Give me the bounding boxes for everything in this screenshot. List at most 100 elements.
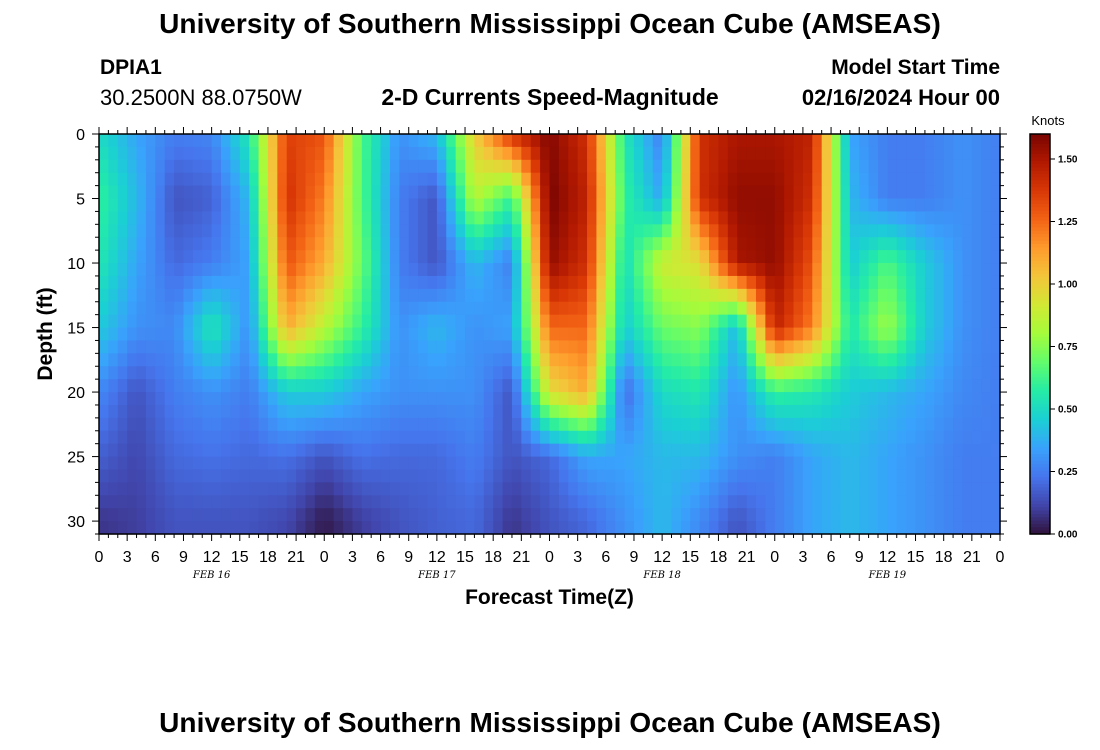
heatmap-cell — [230, 508, 241, 522]
heatmap-cell — [296, 185, 307, 200]
heatmap-cell — [164, 159, 175, 174]
heatmap-cell — [990, 340, 1001, 354]
heatmap-cell — [793, 508, 804, 522]
heatmap-cell — [296, 353, 307, 367]
heatmap-cell — [427, 495, 438, 509]
heatmap-cell — [821, 521, 832, 535]
heatmap-cell — [493, 327, 504, 342]
heatmap-cell — [305, 146, 316, 161]
heatmap-cell — [502, 224, 513, 238]
heatmap-cell — [202, 198, 213, 213]
heatmap-cell — [746, 430, 757, 445]
heatmap-cell — [587, 237, 598, 251]
heatmap-cell — [596, 469, 607, 483]
heatmap-cell — [145, 314, 156, 329]
heatmap-cell — [530, 301, 541, 316]
heatmap-cell — [221, 482, 231, 496]
heatmap-cell — [446, 146, 457, 161]
heatmap-cell — [192, 237, 203, 251]
heatmap-cell — [314, 366, 325, 380]
heatmap-cell — [934, 146, 945, 161]
heatmap-cell — [211, 521, 222, 535]
heatmap-cell — [127, 198, 138, 213]
heatmap-cell — [343, 392, 354, 406]
heatmap-cell — [690, 301, 701, 316]
heatmap-cell — [831, 404, 842, 419]
heatmap-cell — [774, 159, 785, 174]
heatmap-cell — [690, 417, 701, 432]
heatmap-cell — [774, 263, 785, 277]
heatmap-cell — [136, 263, 147, 277]
heatmap-cell — [662, 430, 673, 445]
heatmap-cell — [671, 224, 682, 238]
heatmap-cell — [615, 185, 626, 200]
heatmap-cell — [380, 353, 391, 367]
heatmap-cell — [136, 404, 147, 419]
colorbar-swatch — [1030, 287, 1050, 292]
heatmap-cell — [746, 237, 757, 251]
heatmap-cell — [483, 392, 494, 406]
heatmap-cell — [577, 185, 588, 200]
heatmap-cell — [314, 275, 325, 290]
heatmap-cell — [962, 146, 973, 161]
heatmap-cell — [727, 482, 738, 496]
heatmap-cell — [540, 353, 551, 367]
heatmap-cell — [258, 211, 269, 225]
heatmap-cell — [192, 495, 203, 509]
heatmap-cell — [934, 224, 945, 238]
heatmap-cell — [343, 172, 354, 187]
heatmap-cell — [915, 301, 926, 316]
heatmap-cell — [380, 237, 391, 251]
heatmap-cell — [821, 469, 832, 483]
heatmap-cell — [455, 159, 466, 174]
heatmap-cell — [174, 417, 185, 432]
heatmap-cell — [465, 263, 476, 277]
heatmap-cell — [380, 250, 391, 264]
heatmap-cell — [155, 172, 166, 187]
heatmap-cell — [465, 159, 476, 174]
colorbar-swatch — [1030, 407, 1050, 412]
heatmap-cell — [540, 224, 551, 238]
heatmap-cell — [774, 327, 785, 342]
heatmap-cell — [934, 159, 945, 174]
heatmap-cell — [915, 275, 926, 290]
heatmap-cell — [680, 456, 691, 471]
heatmap-cell — [418, 456, 429, 471]
heatmap-cell — [493, 146, 504, 161]
heatmap-cell — [408, 404, 419, 419]
heatmap-cell — [737, 456, 748, 471]
heatmap-cell — [755, 366, 766, 380]
heatmap-cell — [831, 469, 842, 483]
heatmap-cell — [859, 327, 870, 342]
heatmap-cell — [436, 211, 447, 225]
heatmap-cell — [746, 495, 757, 509]
heatmap-cell — [915, 430, 926, 445]
heatmap-cell — [680, 185, 691, 200]
heatmap-cell — [934, 185, 945, 200]
heatmap-cell — [192, 250, 203, 264]
heatmap-cell — [671, 443, 682, 458]
heatmap-cell — [924, 495, 935, 509]
heatmap-cell — [296, 508, 307, 522]
heatmap-cell — [849, 237, 860, 251]
heatmap-cell — [558, 379, 569, 393]
heatmap-cell — [314, 263, 325, 277]
heatmap-cell — [221, 224, 231, 238]
heatmap-cell — [99, 198, 109, 213]
heatmap-cell — [765, 275, 776, 290]
heatmap-cell — [877, 134, 888, 148]
heatmap-cell — [981, 224, 992, 238]
heatmap-cell — [136, 327, 147, 342]
heatmap-cell — [221, 443, 231, 458]
heatmap-cell — [906, 159, 917, 174]
heatmap-cell — [371, 521, 382, 535]
heatmap-cell — [361, 211, 372, 225]
colorbar-swatch — [1030, 504, 1050, 508]
heatmap-cell — [906, 224, 917, 238]
heatmap-cell — [746, 159, 757, 174]
heatmap-cell — [446, 392, 457, 406]
heatmap-cell — [962, 314, 973, 329]
heatmap-cell — [343, 314, 354, 329]
heatmap-cell — [511, 159, 522, 174]
heatmap-cell — [427, 392, 438, 406]
